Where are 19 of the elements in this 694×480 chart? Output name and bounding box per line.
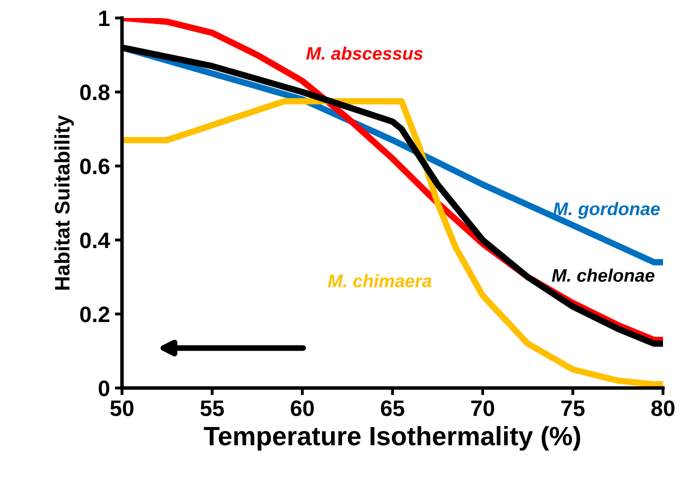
- x-tick-label: 65: [380, 400, 404, 416]
- x-tick-label: 75: [561, 400, 585, 416]
- x-axis-title: Temperature Isothermality (%): [204, 426, 580, 451]
- y-tick-label: 0.4: [80, 232, 110, 248]
- y-tick-label: 0: [98, 380, 110, 396]
- y-axis-title: Habitat Suitability: [54, 115, 74, 290]
- x-tick-label: 50: [110, 400, 134, 416]
- series-label: M. gordonae: [553, 202, 660, 219]
- series-label: M. chelonae: [552, 268, 654, 282]
- x-tick-label: 55: [200, 400, 224, 416]
- y-tick-label: 1: [99, 10, 110, 26]
- series-label: M. chimaera: [328, 274, 432, 288]
- series-label: M. abscessus: [306, 46, 423, 60]
- y-tick-label: 0.2: [80, 306, 110, 322]
- x-tick-label: 60: [290, 400, 314, 416]
- x-tick-label: 80: [651, 400, 674, 416]
- x-tick-label: 70: [471, 400, 494, 416]
- y-tick-label: 0.6: [80, 158, 110, 174]
- y-tick-label: 0.8: [80, 84, 110, 100]
